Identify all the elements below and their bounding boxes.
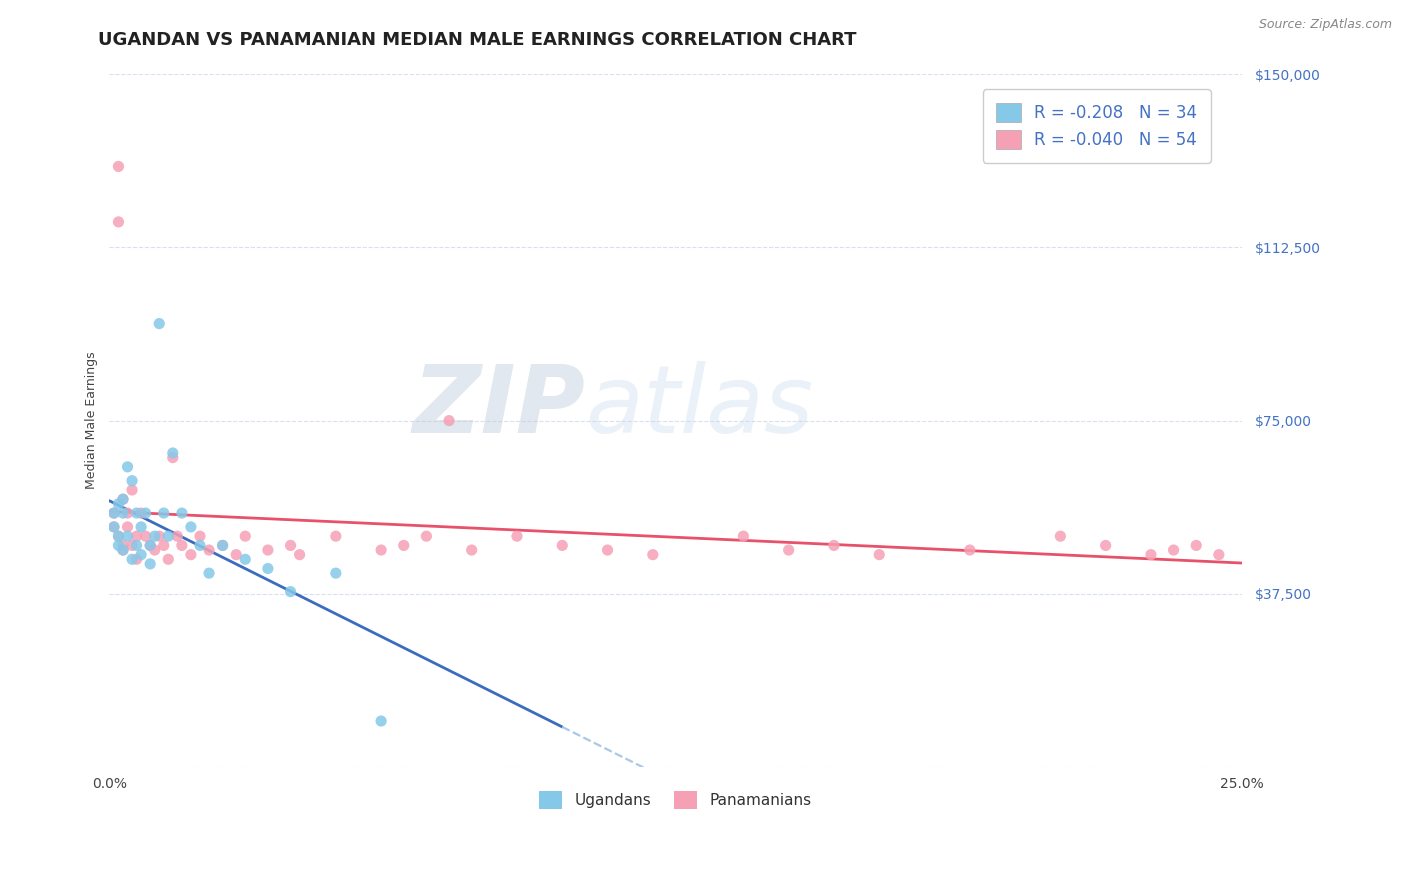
Point	[370, 714, 392, 728]
Point	[125, 538, 148, 552]
Point	[111, 492, 134, 507]
Point	[125, 506, 148, 520]
Point	[139, 557, 162, 571]
Point	[180, 548, 202, 562]
Point	[325, 566, 347, 581]
Point	[157, 529, 180, 543]
Point	[135, 506, 157, 520]
Point	[129, 548, 152, 562]
Point	[103, 520, 125, 534]
Point	[1049, 529, 1071, 543]
Point	[107, 538, 129, 552]
Point	[107, 160, 129, 174]
Point	[148, 317, 170, 331]
Point	[107, 497, 129, 511]
Point	[170, 538, 193, 552]
Point	[143, 529, 166, 543]
Point	[1163, 543, 1185, 558]
Point	[392, 538, 415, 552]
Point	[257, 543, 280, 558]
Point	[460, 543, 482, 558]
Point	[188, 538, 211, 552]
Point	[129, 520, 152, 534]
Point	[170, 506, 193, 520]
Point	[111, 543, 134, 558]
Point	[233, 552, 256, 566]
Point	[280, 584, 302, 599]
Point	[641, 548, 664, 562]
Point	[121, 474, 143, 488]
Point	[211, 538, 233, 552]
Point	[162, 450, 184, 465]
Point	[121, 552, 143, 566]
Point	[233, 529, 256, 543]
Point	[139, 538, 162, 552]
Point	[868, 548, 890, 562]
Point	[157, 552, 180, 566]
Point	[225, 548, 247, 562]
Text: UGANDAN VS PANAMANIAN MEDIAN MALE EARNINGS CORRELATION CHART: UGANDAN VS PANAMANIAN MEDIAN MALE EARNIN…	[98, 31, 856, 49]
Point	[733, 529, 755, 543]
Point	[198, 543, 221, 558]
Point	[148, 529, 170, 543]
Point	[506, 529, 529, 543]
Point	[103, 520, 125, 534]
Point	[778, 543, 800, 558]
Point	[1140, 548, 1163, 562]
Text: ZIP: ZIP	[412, 360, 585, 453]
Point	[139, 538, 162, 552]
Point	[198, 566, 221, 581]
Point	[129, 506, 152, 520]
Point	[117, 520, 139, 534]
Point	[596, 543, 619, 558]
Point	[1185, 538, 1208, 552]
Point	[125, 552, 148, 566]
Point	[107, 215, 129, 229]
Point	[111, 538, 134, 552]
Legend: Ugandans, Panamanians: Ugandans, Panamanians	[533, 785, 818, 815]
Point	[117, 459, 139, 474]
Point	[162, 446, 184, 460]
Point	[121, 538, 143, 552]
Point	[103, 506, 125, 520]
Point	[111, 506, 134, 520]
Point	[325, 529, 347, 543]
Point	[121, 483, 143, 497]
Point	[823, 538, 845, 552]
Point	[166, 529, 188, 543]
Point	[288, 548, 311, 562]
Text: Source: ZipAtlas.com: Source: ZipAtlas.com	[1258, 18, 1392, 31]
Point	[117, 506, 139, 520]
Point	[437, 414, 460, 428]
Point	[143, 543, 166, 558]
Point	[125, 529, 148, 543]
Point	[135, 529, 157, 543]
Point	[152, 506, 174, 520]
Point	[117, 529, 139, 543]
Point	[103, 506, 125, 520]
Point	[211, 538, 233, 552]
Y-axis label: Median Male Earnings: Median Male Earnings	[86, 351, 98, 490]
Point	[257, 561, 280, 575]
Point	[107, 529, 129, 543]
Point	[370, 543, 392, 558]
Point	[1094, 538, 1116, 552]
Point	[959, 543, 981, 558]
Point	[180, 520, 202, 534]
Point	[111, 492, 134, 507]
Text: atlas: atlas	[585, 361, 813, 452]
Point	[551, 538, 574, 552]
Point	[280, 538, 302, 552]
Point	[1208, 548, 1230, 562]
Point	[188, 529, 211, 543]
Point	[152, 538, 174, 552]
Point	[107, 529, 129, 543]
Point	[415, 529, 437, 543]
Point	[111, 543, 134, 558]
